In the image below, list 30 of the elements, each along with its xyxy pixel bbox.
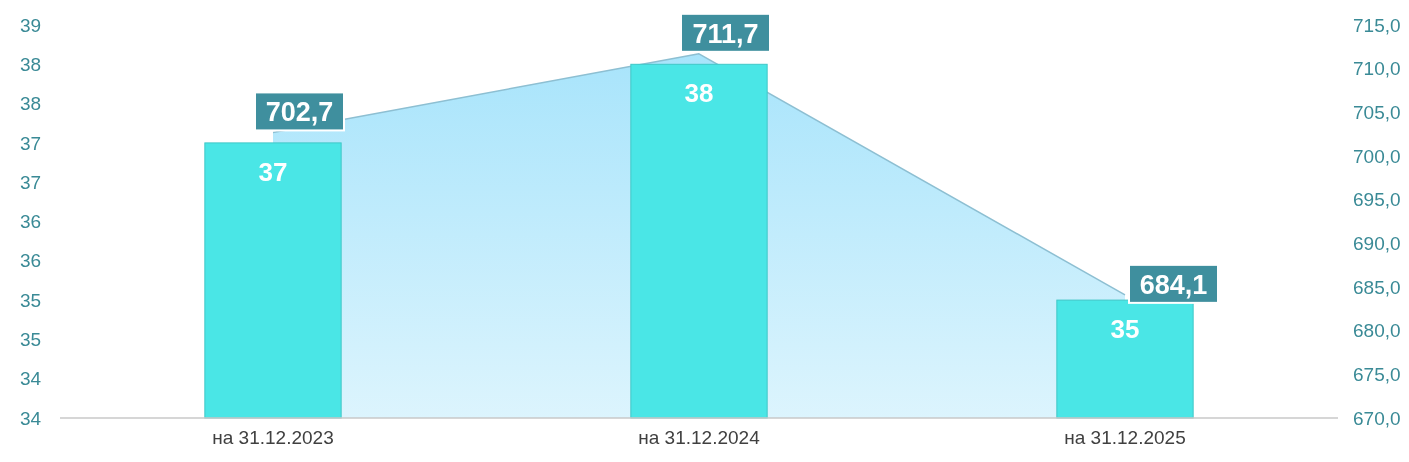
y-tick-label: 34: [20, 407, 42, 429]
x-tick-label: на 31.12.2023: [212, 427, 334, 448]
y2-tick-label: 675,0: [1353, 363, 1401, 385]
y-tick-label: 36: [20, 250, 42, 272]
y2-tick-label: 690,0: [1353, 232, 1401, 254]
y-tick-label: 37: [20, 171, 42, 193]
y-tick-label: 34: [20, 368, 42, 390]
x-tick-label: на 31.12.2025: [1064, 427, 1186, 448]
y2-tick-label: 695,0: [1353, 189, 1401, 211]
y-tick-label: 38: [20, 93, 42, 115]
data-label: 37: [258, 156, 288, 187]
y-tick-label: 36: [20, 211, 42, 233]
y2-tick-label: 680,0: [1353, 320, 1401, 342]
data-label: 35: [1110, 314, 1140, 345]
data-label: 684,1: [1139, 269, 1208, 300]
y-tick-label: 38: [20, 53, 42, 75]
y2-tick-label: 670,0: [1353, 407, 1401, 429]
y2-tick-label: 710,0: [1353, 58, 1401, 80]
y-tick-label: 37: [20, 132, 42, 154]
data-label: 711,7: [692, 18, 759, 49]
data-label: 38: [684, 78, 714, 109]
y2-tick-label: 685,0: [1353, 276, 1401, 298]
y2-tick-label: 715,0: [1353, 14, 1401, 36]
y2-tick-label: 700,0: [1353, 145, 1401, 167]
x-tick-label: на 31.12.2024: [638, 427, 761, 448]
y-tick-label: 35: [20, 329, 42, 351]
y-tick-label: 39: [20, 14, 42, 36]
y-tick-label: 35: [20, 289, 42, 311]
data-label: 702,7: [265, 97, 334, 128]
y2-tick-label: 705,0: [1353, 101, 1401, 123]
